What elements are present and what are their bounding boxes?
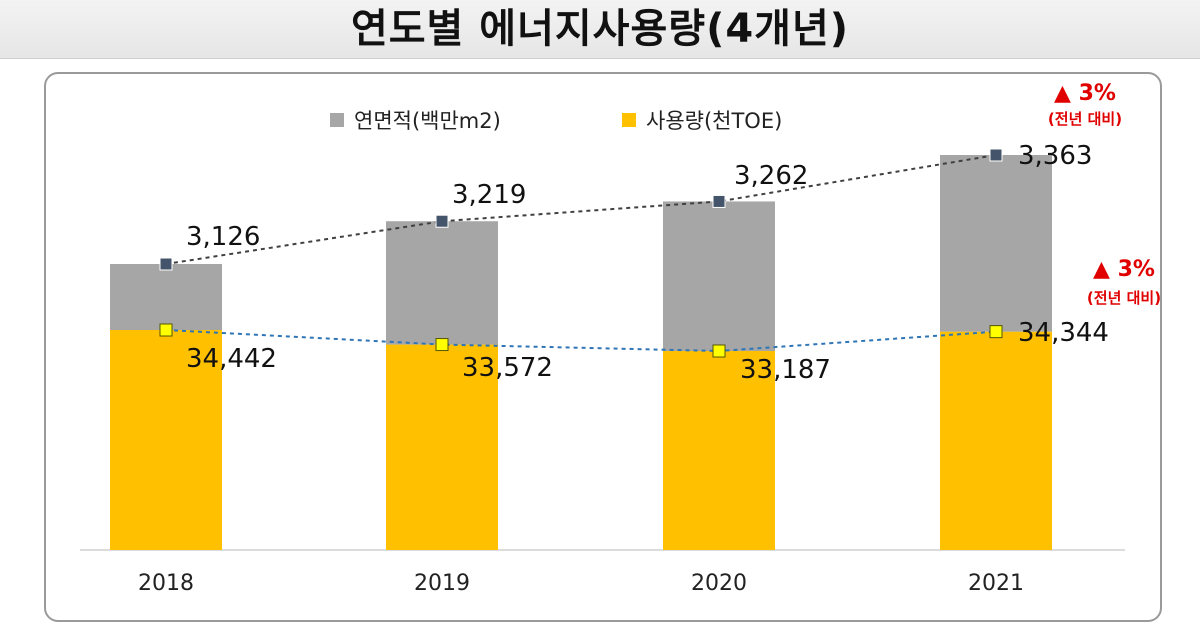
title-band — [0, 0, 1200, 59]
usage-data-label: 33,187 — [740, 355, 831, 385]
usage-data-label: 34,442 — [186, 344, 277, 374]
area-marker-2018 — [159, 257, 173, 271]
usage-marker-2019 — [435, 338, 449, 352]
legend-label-usage: 사용량(천TOE) — [646, 109, 782, 133]
area-data-label: 3,219 — [452, 180, 526, 210]
annotation-area: ▲ 3% (전년 대비) — [1048, 81, 1122, 128]
x-tick-label: 2020 — [691, 571, 747, 596]
usage-marker-2020 — [712, 344, 726, 358]
area-bar-2018 — [110, 264, 222, 330]
usage-bar-2018 — [110, 330, 222, 550]
area-trend-line — [165, 154, 997, 265]
usage-data-label: 34,344 — [1018, 318, 1109, 348]
usage-trend-line — [165, 329, 997, 353]
legend-swatch-usage — [622, 113, 636, 127]
usage-marker-2018 — [159, 323, 173, 337]
usage-marker-2021 — [989, 325, 1003, 339]
annotation-area-note: (전년 대비) — [1048, 110, 1122, 128]
usage-bar-2021 — [940, 331, 1052, 550]
area-bar-2020 — [663, 201, 775, 351]
area-data-label: 3,262 — [734, 161, 808, 191]
page-title: 연도별 에너지사용량(4개년) — [350, 6, 850, 52]
x-tick-label: 2021 — [968, 571, 1024, 596]
area-bar-2019 — [386, 221, 498, 345]
lines-layer — [159, 148, 1003, 358]
x-tick-label: 2019 — [414, 571, 470, 596]
area-data-label: 3,126 — [186, 222, 260, 252]
labels-layer: 2018 2019 2020 2021 3,126 3,219 3,262 3,363 34,4… — [138, 141, 1109, 596]
usage-data-label: 33,572 — [462, 353, 553, 383]
legend-swatch-area — [330, 113, 344, 127]
bars-layer — [80, 155, 1125, 551]
legend: 연면적(백만m2) 사용량(천TOE) — [330, 109, 782, 133]
legend-label-area: 연면적(백만m2) — [354, 109, 501, 133]
usage-bar-2020 — [663, 351, 775, 550]
area-marker-2021 — [989, 148, 1003, 162]
annotation-usage-note: (전년 대비) — [1087, 289, 1161, 307]
usage-bar-2019 — [386, 344, 498, 550]
annotation-usage-change: ▲ 3% — [1093, 257, 1155, 282]
annotation-usage: ▲ 3% (전년 대비) — [1087, 257, 1161, 307]
area-data-label: 3,363 — [1018, 141, 1092, 171]
area-marker-2020 — [712, 194, 726, 208]
annotation-area-change: ▲ 3% — [1054, 81, 1116, 106]
area-marker-2019 — [435, 214, 449, 228]
area-bar-2021 — [940, 155, 1052, 332]
x-tick-label: 2018 — [138, 571, 194, 596]
